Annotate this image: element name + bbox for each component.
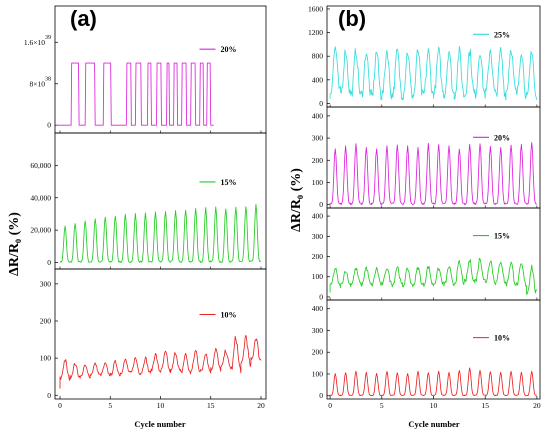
x-axis-title-a: Cycle number [134,419,185,429]
y-tick-label-b-4-4: 400 [312,304,324,313]
legend-label-b-1: 25% [494,30,510,39]
panel-b-label: (b) [338,6,366,31]
y-tick-label-b-3-4: 400 [312,212,324,221]
y-tick-label-b-1-3: 1200 [308,28,323,37]
y-tick-label-a-top-0: 0 [47,121,51,130]
y-tick-label-a-mid-3: 60,000 [30,161,51,170]
x-axis-title-b: Cycle number [408,419,459,429]
y-tick-label-a-bot-3: 300 [40,279,52,288]
y-tick-label-b-4-0: 0 [319,391,323,400]
series-line-a-mid [59,203,262,263]
y-tick-label-b-3-3: 300 [312,232,324,241]
x-tick-label-b-4-3: 15 [481,401,489,410]
x-tick-label-a-bot-3: 15 [207,401,215,410]
y-tick-label-a-bot-2: 200 [40,317,52,326]
plot-frame-a-bot [54,268,267,400]
chart-a-mid: 0 20,000 40,000 60,000 15% [30,132,267,270]
series-line-b-2 [329,142,538,206]
y-tick-label-a-mid-0: 0 [47,258,51,267]
y-tick-label-b-4-3: 300 [312,326,324,335]
legend-label-a-bot: 10% [220,311,236,320]
plot-frame-b-2 [326,106,541,209]
legend-label-a-mid: 15% [220,178,236,187]
chart-a-bot: 0 100 200 300 0 5 10 15 20 10% [40,268,267,410]
series-line-b-3 [329,257,538,295]
legend-label-a-top: 20% [220,45,236,54]
y-tick-label-b-3-0: 0 [319,292,323,301]
chart-b-3: 0 100 200 300 400 15% [312,207,541,301]
x-tick-label-a-bot-0: 0 [58,401,62,410]
y-tick-label-b-4-1: 100 [312,369,324,378]
y-tick-label-b-1-0: 0 [319,99,323,108]
y-tick-label-b-2-4: 400 [312,111,324,120]
panel-a-label: (a) [70,6,97,31]
y-tick-label-a-top-1: 8×1038 [30,76,51,88]
series-line-b-4 [329,367,537,397]
chart-b-4: 0 100 200 300 400 0 5 10 15 20 10% [312,299,541,410]
x-tick-label-a-bot-1: 5 [108,401,112,410]
series-line-a-bot [59,334,262,389]
y-tick-label-b-3-2: 200 [312,252,324,261]
y-axis-title-b: ΔR/R₀ (%) [289,168,304,232]
x-tick-label-b-4-1: 5 [380,401,384,410]
plots-layer: 0 8×1038 1.6×1039 20% 0 20,000 40,000 60,000 15%… [24,4,541,410]
y-tick-label-b-2-2: 200 [312,156,324,165]
y-tick-label-b-1-1: 400 [312,75,324,84]
x-tick-label-a-bot-4: 20 [257,401,265,410]
legend-label-b-2: 20% [494,133,510,142]
y-tick-label-a-bot-0: 0 [47,391,51,400]
y-tick-label-a-mid-2: 40,000 [30,193,51,202]
y-tick-label-b-1-4: 1600 [308,4,323,13]
y-tick-label-b-4-2: 200 [312,348,324,357]
y-tick-label-a-top-2: 1.6×1039 [24,35,51,47]
x-tick-label-b-4-0: 0 [328,401,332,410]
plot-frame-b-4 [326,299,541,400]
x-tick-label-b-4-2: 10 [430,401,438,410]
x-tick-label-b-4-4: 20 [533,401,541,410]
chart-a-top: 0 8×1038 1.6×1039 20% [24,5,267,134]
y-tick-label-b-3-1: 100 [312,272,324,281]
legend-label-b-4: 10% [494,334,510,343]
y-tick-label-b-2-3: 300 [312,134,324,143]
y-tick-label-b-2-1: 100 [312,178,324,187]
series-line-a-top [56,62,214,126]
y-axis-title-a: ΔR/R₀ (%) [7,212,22,276]
y-tick-label-a-bot-1: 100 [40,354,52,363]
legend-label-b-3: 15% [494,232,510,241]
x-tick-label-a-bot-2: 10 [157,401,165,410]
series-line-b-1 [329,45,538,101]
chart-b-2: 0 100 200 300 400 20% [312,106,541,209]
plot-frame-a-mid [54,132,267,270]
y-tick-label-b-1-2: 800 [312,52,324,61]
chart-b-1: 0 400 800 1200 1600 25% [308,4,541,108]
y-tick-label-b-2-0: 0 [319,200,323,209]
y-tick-label-a-mid-1: 20,000 [30,226,51,235]
